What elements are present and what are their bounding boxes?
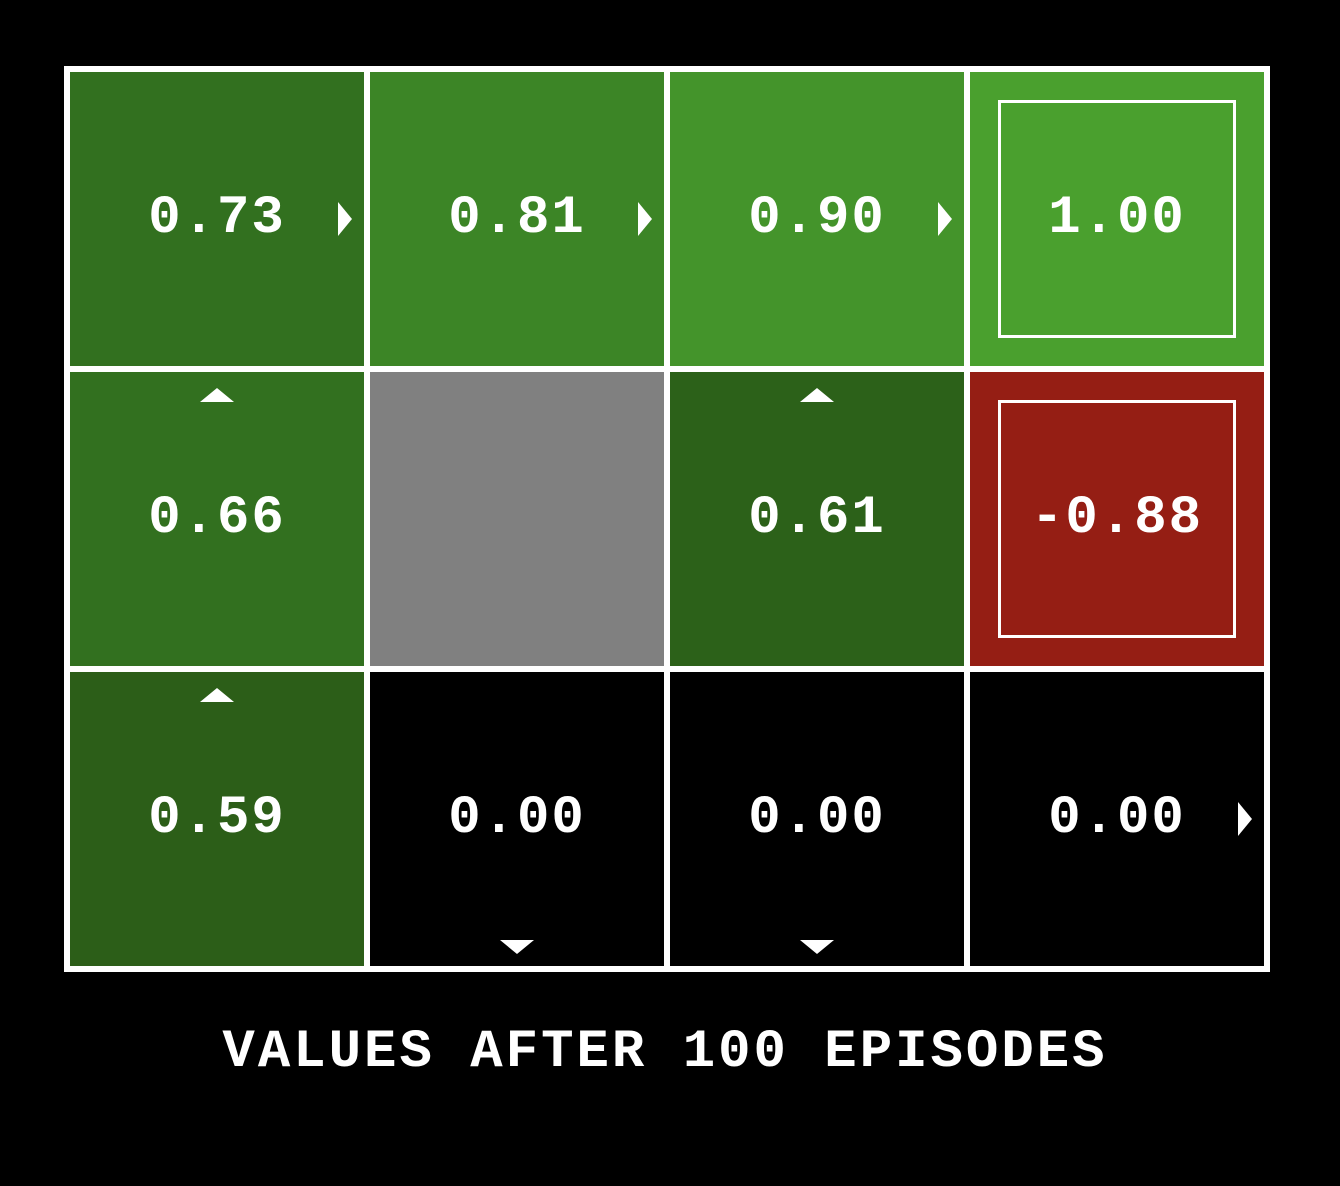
- cell-value: 0.00: [1048, 788, 1186, 849]
- policy-arrow-right-icon: [1238, 802, 1252, 836]
- grid-cell-r2-c3: 0.00: [970, 672, 1264, 966]
- policy-arrow-up-icon: [200, 388, 234, 402]
- policy-arrow-right-icon: [638, 202, 652, 236]
- policy-arrow-down-icon: [800, 940, 834, 954]
- grid-cell-r2-c1: 0.00: [370, 672, 664, 966]
- terminal-box: [998, 100, 1236, 338]
- cell-value: 0.73: [148, 188, 286, 249]
- policy-arrow-right-icon: [338, 202, 352, 236]
- grid-cell-r1-c3: -0.88: [970, 372, 1264, 666]
- gridworld-board: 0.73 0.81 0.90 1.00 0.66 0.61 -0.88 0.59 0.00 0.0…: [64, 66, 1270, 972]
- policy-arrow-down-icon: [500, 940, 534, 954]
- caption: VALUES AFTER 100 EPISODES: [222, 1022, 1108, 1083]
- grid-cell-r2-c0: 0.59: [70, 672, 364, 966]
- cell-value: -0.88: [1030, 488, 1204, 549]
- cell-value: 1.00: [1048, 188, 1186, 249]
- grid-cell-r1-c0: 0.66: [70, 372, 364, 666]
- cell-value: 0.59: [148, 788, 286, 849]
- policy-arrow-up-icon: [800, 388, 834, 402]
- grid-cell-r1-c2: 0.61: [670, 372, 964, 666]
- grid-cell-r0-c3: 1.00: [970, 72, 1264, 366]
- grid-cell-r2-c2: 0.00: [670, 672, 964, 966]
- grid-cell-r0-c2: 0.90: [670, 72, 964, 366]
- grid-cell-r1-c1: [370, 372, 664, 666]
- cell-value: 0.61: [748, 488, 886, 549]
- cell-value: 0.00: [748, 788, 886, 849]
- grid-cell-r0-c1: 0.81: [370, 72, 664, 366]
- cell-value: 0.90: [748, 188, 886, 249]
- cell-value: 0.66: [148, 488, 286, 549]
- policy-arrow-right-icon: [938, 202, 952, 236]
- grid-cell-r0-c0: 0.73: [70, 72, 364, 366]
- policy-arrow-up-icon: [200, 688, 234, 702]
- terminal-box: [998, 400, 1236, 638]
- cell-value: 0.81: [448, 188, 586, 249]
- cell-value: 0.00: [448, 788, 586, 849]
